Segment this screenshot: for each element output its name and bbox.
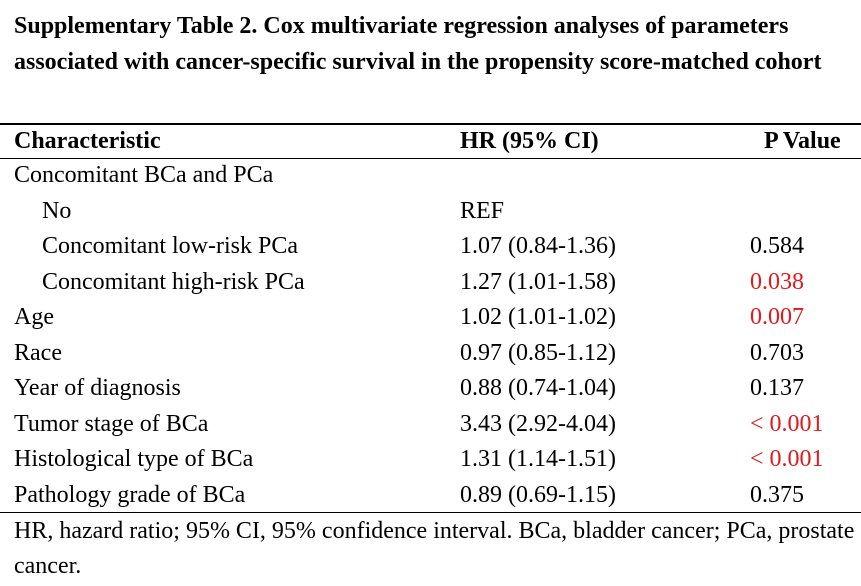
row-hr: 0.88 (0.74-1.04) xyxy=(460,375,616,402)
table-row: Histological type of BCa 1.31 (1.14-1.51… xyxy=(0,442,861,478)
row-label: Pathology grade of BCa xyxy=(14,481,246,508)
table-row: Concomitant low-risk PCa 1.07 (0.84-1.36… xyxy=(0,229,861,265)
header-characteristic: Characteristic xyxy=(14,127,161,154)
row-p xyxy=(750,194,861,230)
row-label: Concomitant high-risk PCa xyxy=(42,268,305,295)
row-p: 0.703 xyxy=(750,339,804,366)
row-p: 0.584 xyxy=(750,233,804,260)
row-label: Year of diagnosis xyxy=(14,375,181,402)
row-hr: 0.97 (0.85-1.12) xyxy=(460,339,616,366)
table-row: Year of diagnosis 0.88 (0.74-1.04) 0.137 xyxy=(0,371,861,407)
row-hr: 1.02 (1.01-1.02) xyxy=(460,304,616,331)
header-rule xyxy=(0,158,861,159)
table-row: Race 0.97 (0.85-1.12) 0.703 xyxy=(0,336,861,372)
row-hr: 1.31 (1.14-1.51) xyxy=(460,446,616,473)
table-title: Supplementary Table 2. Cox multivariate … xyxy=(14,13,822,75)
row-hr: 1.27 (1.01-1.58) xyxy=(460,268,616,295)
row-p: 0.375 xyxy=(750,481,804,508)
row-label: Concomitant BCa and PCa xyxy=(14,162,274,189)
table-row: Tumor stage of BCa 3.43 (2.92-4.04) < 0.… xyxy=(0,407,861,443)
row-p: 0.137 xyxy=(750,375,804,402)
row-p: < 0.001 xyxy=(750,446,824,473)
header-hr: HR (95% CI) xyxy=(460,127,599,154)
regression-table: Characteristic HR (95% CI) P Value Conco… xyxy=(0,124,861,513)
row-p: 0.007 xyxy=(750,304,804,331)
bottom-rule xyxy=(0,512,861,513)
table-row: Pathology grade of BCa 0.89 (0.69-1.15) … xyxy=(0,478,861,514)
row-label: Concomitant low-risk PCa xyxy=(42,233,298,260)
row-label: No xyxy=(42,197,72,224)
top-rule xyxy=(0,123,861,125)
row-label: Age xyxy=(14,304,54,331)
row-hr: 3.43 (2.92-4.04) xyxy=(460,410,616,437)
table-row: Concomitant BCa and PCa xyxy=(0,158,861,194)
table-row: No REF xyxy=(0,194,861,230)
row-hr: 1.07 (0.84-1.36) xyxy=(460,233,616,260)
header-p-value: P Value xyxy=(764,127,841,154)
table-footnote: HR, hazard ratio; 95% CI, 95% confidence… xyxy=(14,518,855,579)
row-hr: 0.89 (0.69-1.15) xyxy=(460,481,616,508)
row-hr: REF xyxy=(460,197,505,224)
header-row: Characteristic HR (95% CI) P Value xyxy=(0,124,861,158)
row-hr xyxy=(460,158,750,194)
row-label: Tumor stage of BCa xyxy=(14,410,209,437)
table-row: Age 1.02 (1.01-1.02) 0.007 xyxy=(0,300,861,336)
table-row: Concomitant high-risk PCa 1.27 (1.01-1.5… xyxy=(0,265,861,301)
row-label: Histological type of BCa xyxy=(14,446,254,473)
row-label: Race xyxy=(14,339,62,366)
row-p: < 0.001 xyxy=(750,410,824,437)
row-p: 0.038 xyxy=(750,268,804,295)
row-p xyxy=(750,158,861,194)
